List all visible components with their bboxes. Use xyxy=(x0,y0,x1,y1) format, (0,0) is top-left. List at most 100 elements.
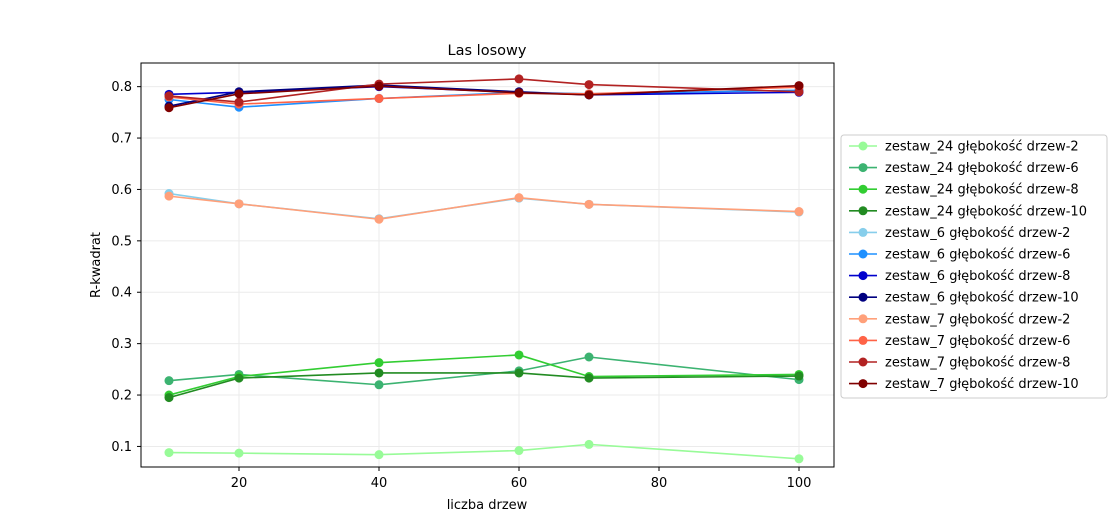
data-point xyxy=(164,448,174,458)
x-tick-label: 80 xyxy=(651,476,668,491)
legend-entry: zestaw_7 głębokość drzew-2 xyxy=(849,312,1070,327)
series-2 xyxy=(164,352,804,390)
legend-marker xyxy=(858,141,868,151)
data-point xyxy=(164,91,174,101)
legend-entry: zestaw_24 głębokość drzew-10 xyxy=(849,204,1087,219)
data-point xyxy=(234,89,244,99)
gridlines xyxy=(141,63,834,467)
series-layer xyxy=(164,74,804,464)
data-point xyxy=(374,214,384,224)
legend-entry: zestaw_24 głębokość drzew-8 xyxy=(849,183,1079,198)
data-point xyxy=(374,368,384,378)
legend-entry: zestaw_6 głębokość drzew-8 xyxy=(849,269,1070,284)
data-point xyxy=(514,368,524,378)
data-point xyxy=(234,199,244,209)
series-line xyxy=(168,195,800,221)
x-axis-label: liczba drzew xyxy=(447,498,528,513)
legend-label: zestaw_6 głębokość drzew-6 xyxy=(885,248,1070,263)
data-point xyxy=(794,87,804,97)
legend-marker xyxy=(858,357,868,367)
series-line xyxy=(168,354,800,396)
x-tick-label: 100 xyxy=(787,476,812,491)
data-point xyxy=(514,446,524,456)
legend-label: zestaw_6 głębokość drzew-10 xyxy=(885,291,1079,306)
y-tick-label: 0.1 xyxy=(111,440,132,455)
data-point xyxy=(584,80,594,90)
y-axis-ticks: 0.1 0.2 0.3 0.4 0.5 0.6 0.7 0.8 xyxy=(111,80,141,455)
legend-marker xyxy=(858,314,868,324)
data-point xyxy=(164,393,174,403)
legend-items: zestaw_24 głębokość drzew-2 zestaw_24 głę… xyxy=(849,140,1087,392)
legend: zestaw_24 głębokość drzew-2 zestaw_24 głę… xyxy=(840,134,1108,399)
legend-label: zestaw_7 głębokość drzew-2 xyxy=(885,312,1070,327)
legend-marker xyxy=(858,184,868,194)
data-point xyxy=(164,103,174,113)
legend-entry: zestaw_6 głębokość drzew-10 xyxy=(849,291,1079,306)
legend-label: zestaw_24 głębokość drzew-8 xyxy=(885,183,1079,198)
x-axis-ticks: 20 40 60 80 100 xyxy=(231,467,812,491)
legend-entry: zestaw_24 głębokość drzew-6 xyxy=(849,161,1079,176)
y-tick-label: 0.5 xyxy=(111,234,132,249)
y-tick-label: 0.7 xyxy=(111,132,132,147)
y-tick-label: 0.6 xyxy=(111,183,132,198)
data-point xyxy=(584,352,594,362)
y-tick-label: 0.3 xyxy=(111,337,132,352)
legend-label: zestaw_6 głębokość drzew-2 xyxy=(885,226,1070,241)
legend-marker xyxy=(858,227,868,237)
data-point xyxy=(164,191,174,201)
series-9 xyxy=(164,191,804,224)
y-tick-label: 0.2 xyxy=(111,389,132,404)
legend-marker xyxy=(858,335,868,345)
data-point xyxy=(374,93,384,103)
legend-entry: zestaw_7 głębokość drzew-6 xyxy=(849,334,1070,349)
data-point xyxy=(794,454,804,464)
data-point xyxy=(794,81,804,91)
legend-label: zestaw_7 głębokość drzew-10 xyxy=(885,377,1079,392)
data-point xyxy=(584,90,594,100)
data-point xyxy=(584,373,594,383)
legend-marker xyxy=(858,379,868,389)
data-point xyxy=(584,199,594,209)
legend-frame xyxy=(840,134,1108,399)
legend-entry: zestaw_24 głębokość drzew-2 xyxy=(849,140,1079,155)
data-point xyxy=(584,439,594,449)
legend-entry: zestaw_6 głębokość drzew-6 xyxy=(849,248,1070,263)
series-1 xyxy=(164,439,804,464)
legend-label: zestaw_24 głębokość drzew-10 xyxy=(885,204,1087,219)
series-line xyxy=(168,443,800,460)
series-4 xyxy=(164,368,804,403)
legend-marker xyxy=(858,292,868,302)
legend-marker xyxy=(858,271,868,281)
data-point xyxy=(374,380,384,390)
data-point xyxy=(514,74,524,84)
y-axis-label: R-kwadrat xyxy=(89,232,104,298)
y-tick-label: 0.8 xyxy=(111,80,132,95)
legend-marker xyxy=(858,206,868,216)
data-point xyxy=(374,450,384,460)
legend-label: zestaw_7 głębokość drzew-8 xyxy=(885,356,1070,371)
data-point xyxy=(234,97,244,107)
data-point xyxy=(514,193,524,203)
x-tick-label: 20 xyxy=(231,476,248,491)
data-point xyxy=(514,88,524,98)
legend-label: zestaw_24 głębokość drzew-6 xyxy=(885,161,1079,176)
data-point xyxy=(234,373,244,383)
x-tick-label: 60 xyxy=(511,476,528,491)
plot-area-frame xyxy=(140,62,835,468)
legend-entry: zestaw_7 głębokość drzew-8 xyxy=(849,356,1070,371)
series-12 xyxy=(164,81,804,113)
y-tick-label: 0.4 xyxy=(111,286,132,301)
data-point xyxy=(794,371,804,381)
series-line xyxy=(168,78,800,103)
x-tick-label: 40 xyxy=(371,476,388,491)
legend-label: zestaw_6 głębokość drzew-8 xyxy=(885,269,1070,284)
legend-marker xyxy=(858,249,868,259)
data-point xyxy=(374,81,384,91)
legend-marker xyxy=(858,163,868,173)
legend-label: zestaw_7 głębokość drzew-6 xyxy=(885,334,1070,349)
data-point xyxy=(514,350,524,360)
data-point xyxy=(794,207,804,217)
legend-entry: zestaw_7 głębokość drzew-10 xyxy=(849,377,1079,392)
data-point xyxy=(374,358,384,368)
